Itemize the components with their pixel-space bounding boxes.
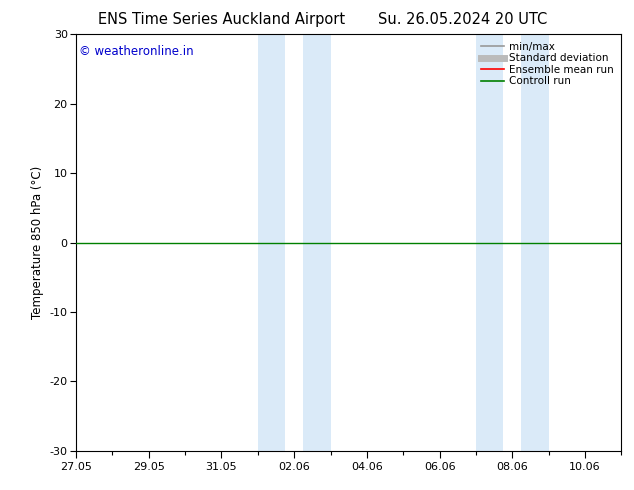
Bar [476,34,503,451]
Text: © weatheronline.in: © weatheronline.in [79,45,193,58]
Text: Su. 26.05.2024 20 UTC: Su. 26.05.2024 20 UTC [378,12,547,27]
Bar [521,34,548,451]
Text: ENS Time Series Auckland Airport: ENS Time Series Auckland Airport [98,12,346,27]
Y-axis label: Temperature 850 hPa (°C): Temperature 850 hPa (°C) [31,166,44,319]
Bar [258,34,285,451]
Legend: min/max, Standard deviation, Ensemble mean run, Controll run: min/max, Standard deviation, Ensemble me… [479,40,616,88]
Bar [303,34,330,451]
